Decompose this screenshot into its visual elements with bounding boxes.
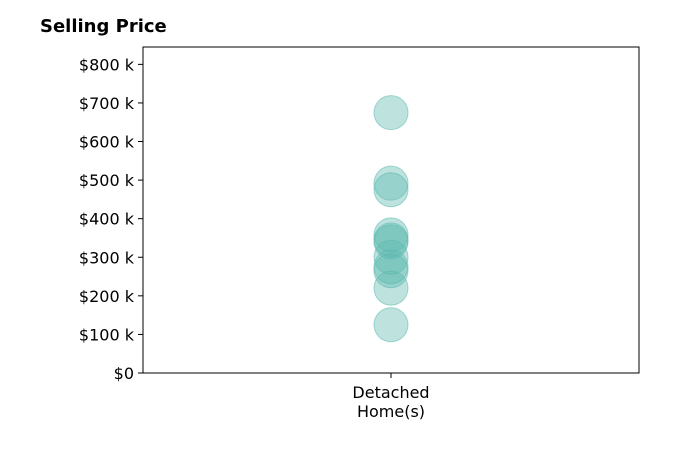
data-point xyxy=(373,239,409,275)
data-point xyxy=(373,307,409,343)
y-tick-label: $700 k xyxy=(79,94,135,113)
x-tick-label: Detached xyxy=(352,383,429,402)
data-point xyxy=(373,172,409,208)
y-tick-label: $800 k xyxy=(79,55,135,74)
data-point xyxy=(373,95,409,131)
y-tick-label: $0 xyxy=(114,364,134,383)
plot-frame xyxy=(142,46,640,374)
y-axis: $0 $100 k $200 k $300 k $400 k $500 k $600 k $7… xyxy=(79,55,143,383)
y-tick-label: $400 k xyxy=(79,210,135,229)
data-point xyxy=(373,224,409,260)
y-tick-label: $300 k xyxy=(79,248,135,267)
y-tick-label: $500 k xyxy=(79,171,135,190)
y-tick-label: $100 k xyxy=(79,325,135,344)
y-tick-label: $200 k xyxy=(79,287,135,306)
y-tick-label: $600 k xyxy=(79,133,135,152)
data-point xyxy=(373,217,409,253)
chart-title: Selling Price xyxy=(40,16,167,37)
scatter-points xyxy=(373,95,409,343)
x-tick-label: Home(s) xyxy=(357,402,425,421)
data-point xyxy=(373,270,409,306)
